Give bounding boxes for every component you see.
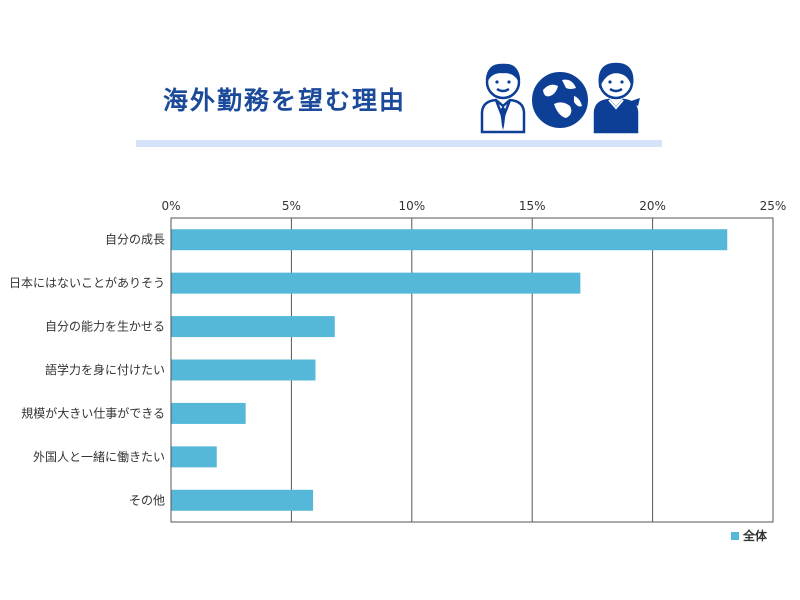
category-label: 語学力を身に付けたい — [45, 362, 165, 377]
title-underline — [136, 140, 662, 147]
category-label: 規模が大きい仕事ができる — [21, 405, 165, 420]
plot-frame — [170, 217, 774, 523]
bar — [171, 229, 728, 251]
businesswoman-icon — [593, 62, 640, 134]
x-tick-label: 10% — [398, 199, 425, 213]
bar — [171, 446, 217, 468]
bar — [171, 402, 246, 424]
category-label: 自分の能力を生かせる — [45, 320, 165, 334]
businessman-icon — [480, 63, 526, 134]
category-label: その他 — [129, 493, 165, 507]
bar — [171, 359, 316, 381]
x-tick-label: 15% — [519, 199, 546, 213]
chart-title: 海外勤務を望む理由 — [163, 86, 407, 115]
header-illustration — [480, 62, 640, 134]
x-tick-label: 25% — [760, 199, 787, 213]
bar — [171, 316, 335, 338]
category-label: 日本にはないことがありそう — [9, 275, 165, 290]
globe-icon — [532, 72, 588, 128]
bar — [171, 489, 314, 511]
x-tick-label: 0% — [161, 199, 180, 213]
legend-label: 全体 — [742, 528, 768, 543]
x-tick-label: 5% — [282, 199, 301, 213]
category-label: 自分の成長 — [105, 233, 165, 247]
category-label: 外国人と一緒に働きたい — [33, 449, 165, 464]
legend-swatch — [731, 532, 739, 540]
x-tick-label: 20% — [639, 199, 666, 213]
bar — [171, 272, 581, 294]
